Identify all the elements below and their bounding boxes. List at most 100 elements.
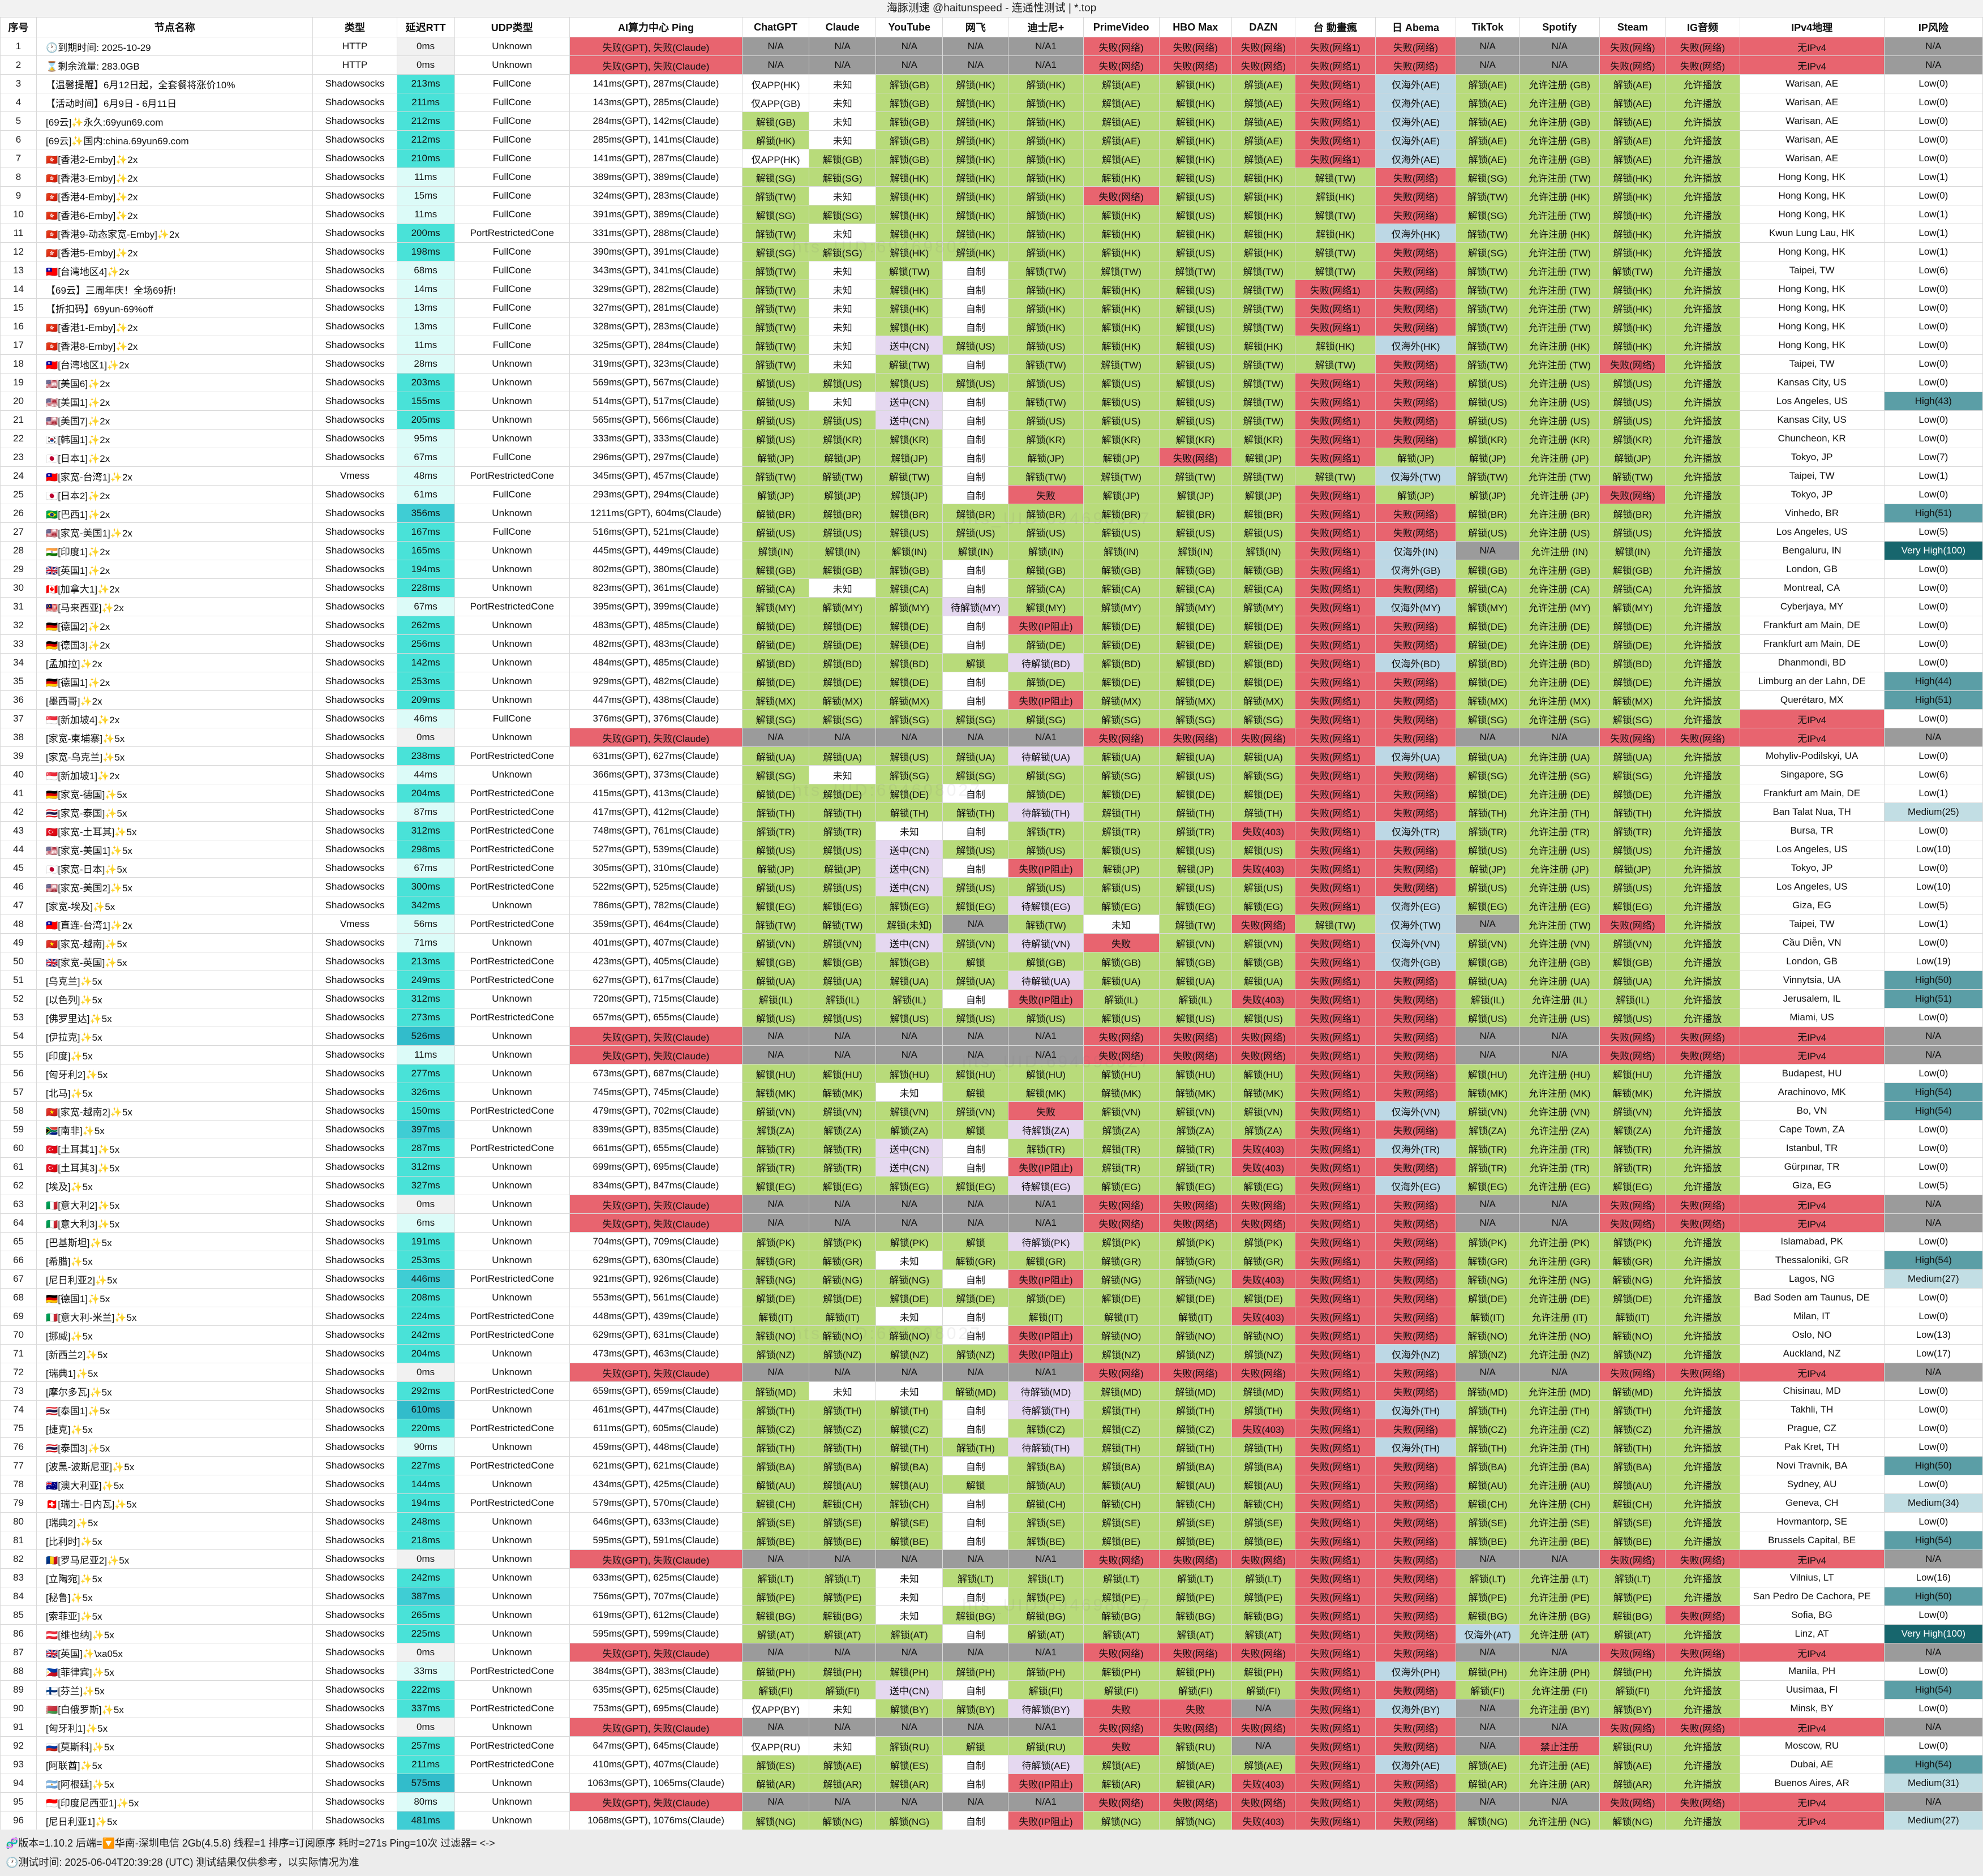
node-name-cell: 🕐到期时间: 2025-10-29 (36, 37, 314, 56)
cell: 解锁(VN) (1456, 933, 1520, 952)
cell: Hong Kong, HK (1739, 186, 1885, 205)
cell: 解锁(SG) (1456, 168, 1520, 187)
node-name-cell: 🇮🇹[意大利2]✨5x (36, 1195, 314, 1214)
cell: 失败(网络1) (1294, 1531, 1376, 1550)
cell: 解锁(EG) (1456, 1176, 1520, 1195)
cell: Shadowsocks (312, 224, 397, 243)
cell: 解锁(AE) (1456, 74, 1520, 93)
cell: 解锁(NZ) (875, 1344, 943, 1363)
cell: Shadowsocks (312, 1437, 397, 1457)
cell: 失败(网络) (1665, 1027, 1740, 1046)
cell: 失败(网络1) (1294, 130, 1376, 149)
cell: 解锁(JP) (1083, 858, 1160, 878)
cell: Shadowsocks (312, 1718, 397, 1737)
cell: 解锁(HK) (942, 205, 1009, 224)
cell: 失败(网络1) (1294, 74, 1376, 93)
cell: 解锁(VN) (809, 933, 877, 952)
cell: 解锁(AE) (1456, 111, 1520, 131)
table-row: 32 🇩🇪[德国2]✨2x Shadowsocks 262ms Unknown 483ms… (0, 616, 1983, 635)
cell: 575ms (396, 1774, 455, 1793)
table-row: 38 [家宽-柬埔寨]✨5x Shadowsocks 0ms Unknown 失败(GPT… (0, 728, 1983, 747)
cell: 解锁(GR) (1599, 1251, 1666, 1270)
cell: 失败(网络1) (1294, 634, 1376, 654)
cell: 解锁(EG) (1158, 1176, 1232, 1195)
table-row: 36 [墨西哥]✨2x Shadowsocks 209ms Unknown 447ms(G… (0, 690, 1983, 710)
cell: 解锁(HK) (1231, 168, 1295, 187)
cell: N/A (942, 1045, 1009, 1064)
cell: 解锁(DE) (1083, 784, 1160, 803)
cell: N/A (875, 1195, 943, 1214)
cell: 解锁(HU) (1083, 1064, 1160, 1083)
cell: 391ms(GPT), 389ms(Claude) (569, 205, 743, 224)
cell: 解锁(MD) (1231, 1381, 1295, 1401)
cell: 解锁(DE) (1083, 616, 1160, 635)
cell: 失败(网络) (1083, 1195, 1160, 1214)
node-name-cell: 🇺🇸[美国1]✨2x (36, 392, 314, 411)
cell: 解锁(CZ) (1599, 1419, 1666, 1438)
cell: 失败(网络) (1599, 1792, 1666, 1811)
cell: Shadowsocks (312, 448, 397, 467)
cell: 自制 (942, 634, 1009, 654)
cell: 解锁(HK) (1008, 298, 1084, 317)
node-name-cell: 🇯🇵[家宽-日本]✨5x (36, 858, 314, 878)
cell: 解锁(GR) (742, 1251, 810, 1270)
cell: 解锁(DE) (1008, 634, 1084, 654)
cell: Unknown (454, 1811, 570, 1830)
cell: 解锁(HK) (875, 168, 943, 187)
cell: Pak Kret, TH (1739, 1437, 1885, 1457)
cell: 解锁(TW) (742, 224, 810, 243)
cell: 解锁(未知) (875, 915, 943, 934)
cell: 141ms(GPT), 287ms(Claude) (569, 74, 743, 93)
node-name-cell: 🇸🇬[新加坡1]✨2x (36, 765, 314, 784)
cell: 无IPv4 (1739, 1195, 1885, 1214)
cell: 解锁(GB) (1599, 952, 1666, 971)
cell: Islamabad, PK (1739, 1232, 1885, 1251)
cell: 解锁(AE) (1083, 1755, 1160, 1774)
cell: Shadowsocks (312, 1083, 397, 1102)
cell: Buenos Aires, AR (1739, 1774, 1885, 1793)
cell: 失败(网络) (1375, 1419, 1457, 1438)
cell: Low(0) (1883, 429, 1983, 448)
cell: Shadowsocks (312, 1381, 397, 1401)
cell: 解锁(PE) (809, 1587, 877, 1606)
node-name-cell: 🇿🇦[南非]✨5x (36, 1120, 314, 1139)
cell: 自制 (942, 1587, 1009, 1606)
cell: 解锁(TR) (1158, 1157, 1232, 1177)
cell: 允许注册 (BD) (1519, 653, 1600, 672)
cell: Shadowsocks (312, 1568, 397, 1587)
cell: 解锁(CA) (1456, 578, 1520, 598)
cell: 61ms (396, 485, 455, 504)
node-name-cell: [佛罗里达]✨5x (36, 1008, 314, 1027)
cell: Cyberjaya, MY (1739, 597, 1885, 616)
cell: 允许播放 (1665, 616, 1740, 635)
cell: 解锁(EG) (742, 896, 810, 915)
node-name-cell: [69云]✨国内:china.69yun69.com (36, 130, 314, 149)
cell: 5 (0, 111, 37, 131)
cell: 328ms(GPT), 283ms(Claude) (569, 317, 743, 336)
cell: Shadowsocks (312, 1195, 397, 1214)
cell: 704ms(GPT), 709ms(Claude) (569, 1232, 743, 1251)
cell: N/A (742, 1718, 810, 1737)
node-name-cell: [瑞典1]✨5x (36, 1363, 314, 1382)
cell: 允许注册 (PK) (1519, 1232, 1600, 1251)
table-row: 55 [印度]✨5x Shadowsocks 11ms Unknown 失败(GPT), … (0, 1045, 1983, 1064)
cell: N/A (1519, 1195, 1600, 1214)
cell: 解锁(SG) (1456, 205, 1520, 224)
cell: 解锁(UA) (742, 971, 810, 990)
cell: 解锁(FI) (1083, 1680, 1160, 1699)
cell: Los Angeles, US (1739, 392, 1885, 411)
node-name-cell: 🇩🇪[德国1]✨2x (36, 672, 314, 691)
cell: N/A (1883, 1549, 1983, 1569)
cell: 解锁(TR) (1599, 1139, 1666, 1158)
cell: FullCone (454, 298, 570, 317)
cell: 送中(CN) (875, 933, 943, 952)
table-row: 45 🇯🇵[家宽-日本]✨5x Shadowsocks 67ms PortRestric… (0, 858, 1983, 878)
cell: 解锁(IT) (742, 1307, 810, 1326)
cell: 327ms(GPT), 281ms(Claude) (569, 298, 743, 317)
cell: N/A (875, 1027, 943, 1046)
cell: N/A1 (1008, 55, 1084, 75)
cell: 失败(403) (1231, 1419, 1295, 1438)
cell: 621ms(GPT), 621ms(Claude) (569, 1456, 743, 1475)
cell: 228ms (396, 578, 455, 598)
cell: 允许注册 (GB) (1519, 93, 1600, 112)
